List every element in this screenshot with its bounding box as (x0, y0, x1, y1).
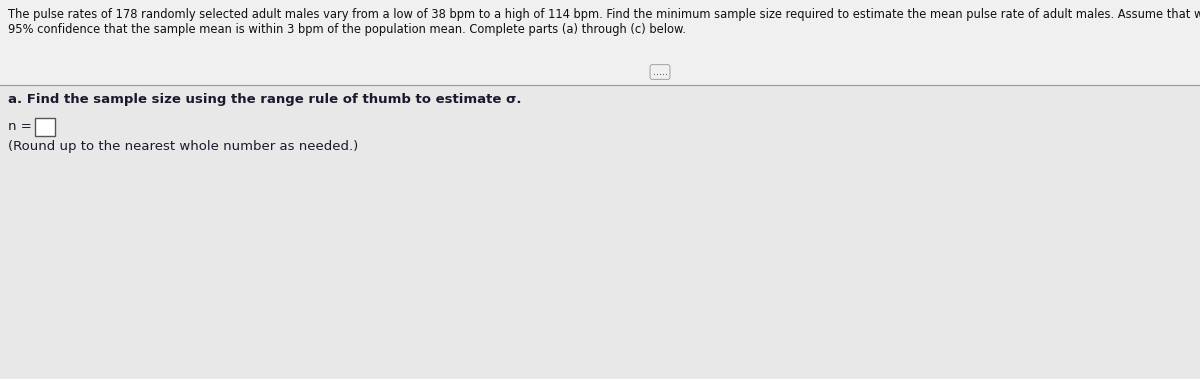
Text: The pulse rates of 178 randomly selected adult males vary from a low of 38 bpm t: The pulse rates of 178 randomly selected… (8, 8, 1200, 21)
Bar (0, 0, 1200, 85)
Text: a. Find the sample size using the range rule of thumb to estimate σ.: a. Find the sample size using the range … (8, 93, 522, 106)
Text: n =: n = (8, 120, 31, 133)
Bar (35, 118, 55, 136)
Text: .....: ..... (653, 67, 667, 77)
Text: 95% confidence that the sample mean is within 3 bpm of the population mean. Comp: 95% confidence that the sample mean is w… (8, 23, 686, 36)
Text: (Round up to the nearest whole number as needed.): (Round up to the nearest whole number as… (8, 140, 359, 153)
